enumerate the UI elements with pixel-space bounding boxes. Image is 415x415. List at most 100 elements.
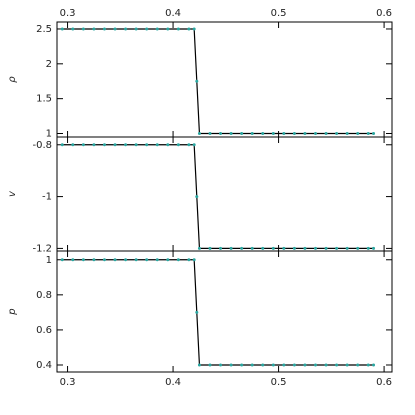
x-tick-label: 0.3 xyxy=(60,8,76,19)
point xyxy=(240,246,244,250)
point xyxy=(176,27,180,31)
point xyxy=(292,363,296,367)
point xyxy=(219,246,223,250)
point xyxy=(92,143,96,147)
point xyxy=(324,246,328,250)
point xyxy=(71,143,75,147)
point xyxy=(229,132,233,136)
y-tick-label: -0.8 xyxy=(32,140,52,151)
point xyxy=(192,143,196,147)
point xyxy=(81,258,85,262)
y-tick-label: 1 xyxy=(46,129,52,140)
y-tick-label: 0.6 xyxy=(36,325,52,336)
line xyxy=(62,259,374,366)
x-tick-label: 0.4 xyxy=(165,8,181,19)
point xyxy=(208,246,212,250)
point xyxy=(208,132,212,136)
point xyxy=(192,258,196,262)
point xyxy=(314,132,318,136)
point xyxy=(292,246,296,250)
point xyxy=(356,246,360,250)
y-tick-label: 1.5 xyxy=(36,94,52,105)
y-axis-label: v xyxy=(7,190,18,197)
y-tick-label: 2 xyxy=(46,59,52,70)
point xyxy=(356,132,360,136)
point xyxy=(282,132,286,136)
point xyxy=(229,246,233,250)
point xyxy=(195,79,199,83)
x-tick-label: 0.6 xyxy=(376,377,392,388)
point xyxy=(134,143,138,147)
point xyxy=(303,363,307,367)
point xyxy=(134,258,138,262)
x-tick-label: 0.4 xyxy=(165,377,181,388)
point xyxy=(314,246,318,250)
point xyxy=(303,246,307,250)
point xyxy=(366,363,370,367)
panel-frame xyxy=(56,250,393,373)
y-tick-label: -1.2 xyxy=(32,243,52,254)
y-tick-label: 0.8 xyxy=(36,290,52,301)
point xyxy=(372,246,376,250)
y-tick-label: -1 xyxy=(42,192,52,203)
point xyxy=(324,363,328,367)
point xyxy=(366,132,370,136)
point xyxy=(219,363,223,367)
point xyxy=(92,27,96,31)
point xyxy=(219,132,223,136)
point xyxy=(145,258,149,262)
point xyxy=(145,27,149,31)
point xyxy=(102,27,106,31)
point xyxy=(197,132,201,136)
point xyxy=(166,258,170,262)
x-tick-label: 0.5 xyxy=(271,8,287,19)
point xyxy=(250,246,254,250)
point xyxy=(176,143,180,147)
point xyxy=(124,258,128,262)
y-axis-label: ρ xyxy=(7,76,18,83)
point xyxy=(261,132,265,136)
point xyxy=(303,132,307,136)
point xyxy=(187,27,191,31)
line xyxy=(62,144,374,250)
point xyxy=(187,143,191,147)
point xyxy=(366,246,370,250)
point xyxy=(102,143,106,147)
point xyxy=(345,246,349,250)
point xyxy=(134,27,138,31)
point xyxy=(372,363,376,367)
panel-frame xyxy=(56,21,393,138)
x-tick-label: 0.3 xyxy=(60,377,76,388)
point xyxy=(145,143,149,147)
point xyxy=(155,258,159,262)
point xyxy=(335,246,339,250)
point xyxy=(356,363,360,367)
y-tick-label: 2.5 xyxy=(36,24,52,35)
point xyxy=(60,258,64,262)
point xyxy=(166,143,170,147)
point xyxy=(372,132,376,136)
panel-frame xyxy=(56,136,393,252)
point xyxy=(345,132,349,136)
point xyxy=(314,363,318,367)
point xyxy=(60,27,64,31)
point xyxy=(113,143,117,147)
point xyxy=(271,246,275,250)
point xyxy=(261,363,265,367)
point xyxy=(229,363,233,367)
x-tick-label: 0.5 xyxy=(271,377,287,388)
point xyxy=(71,258,75,262)
point xyxy=(195,195,199,199)
point xyxy=(282,363,286,367)
point xyxy=(187,258,191,262)
point xyxy=(282,246,286,250)
point xyxy=(271,363,275,367)
point xyxy=(60,143,64,147)
y-tick-label: 0.4 xyxy=(36,360,52,371)
point xyxy=(271,132,275,136)
point xyxy=(155,27,159,31)
point xyxy=(166,27,170,31)
point xyxy=(240,132,244,136)
point xyxy=(345,363,349,367)
